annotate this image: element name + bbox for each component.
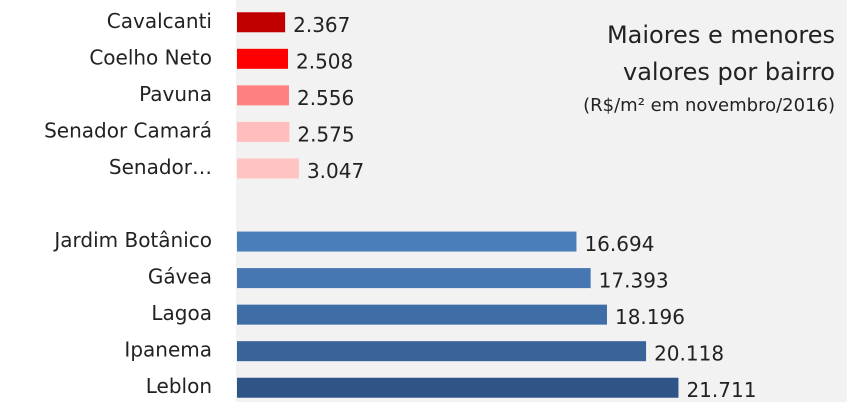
chart-title-line: Maiores e menores xyxy=(607,21,835,49)
category-label: Leblon xyxy=(146,374,212,398)
value-label: 20.118 xyxy=(654,342,724,366)
bar xyxy=(237,48,288,69)
bar xyxy=(237,341,647,362)
bar xyxy=(237,304,607,325)
chart-title-line: valores por bairro xyxy=(623,58,835,86)
category-label: Senador… xyxy=(109,155,212,179)
category-label: Lagoa xyxy=(151,301,212,325)
bar xyxy=(237,268,591,289)
value-label: 21.711 xyxy=(686,378,756,402)
bar xyxy=(237,121,290,142)
value-label: 2.575 xyxy=(297,122,354,146)
category-label: Senador Camará xyxy=(44,118,212,142)
value-label: 17.393 xyxy=(599,269,669,293)
value-label: 2.367 xyxy=(293,13,350,37)
value-label: 18.196 xyxy=(615,305,685,329)
bar xyxy=(237,158,299,179)
category-label: Jardim Botânico xyxy=(52,228,212,252)
bar xyxy=(237,377,679,398)
category-label: Coelho Neto xyxy=(89,45,212,69)
value-label: 3.047 xyxy=(307,159,364,183)
value-label: 2.556 xyxy=(297,86,354,110)
bar xyxy=(237,231,577,252)
bar xyxy=(237,12,286,33)
plot-background xyxy=(236,0,847,402)
chart-subtitle: (R$/m² em novembro/2016) xyxy=(583,95,835,116)
value-label: 2.508 xyxy=(296,49,353,73)
category-label: Ipanema xyxy=(124,338,212,362)
category-label: Pavuna xyxy=(139,82,212,106)
bar xyxy=(237,85,289,106)
value-label: 16.694 xyxy=(584,232,654,256)
category-label: Cavalcanti xyxy=(107,9,212,33)
category-label: Gávea xyxy=(148,265,212,289)
